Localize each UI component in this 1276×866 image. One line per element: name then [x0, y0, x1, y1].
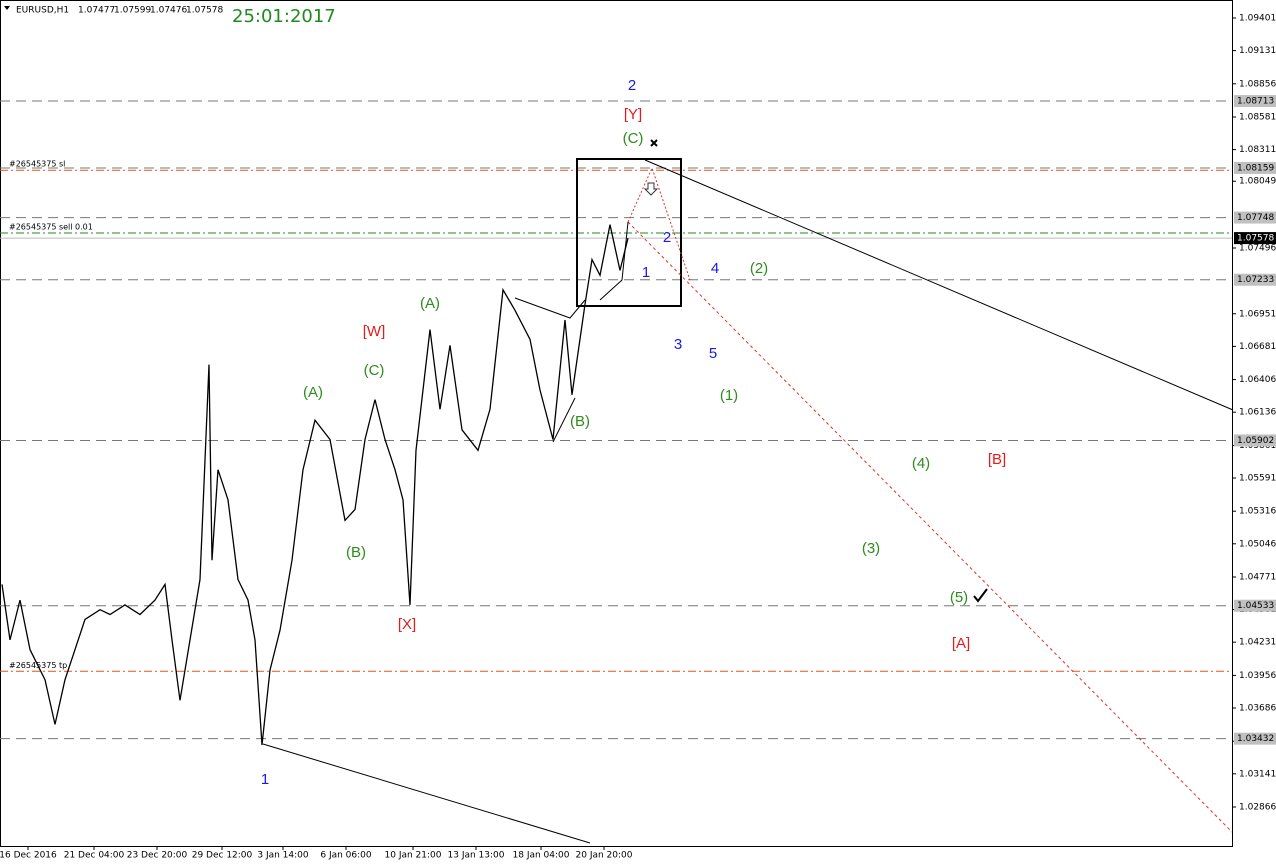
wave-label: 4	[711, 260, 719, 277]
y-tick-label: 1.03686	[1239, 703, 1276, 713]
y-tick-label: 1.03141	[1239, 769, 1276, 779]
wave-label: (2)	[750, 260, 768, 277]
price-box	[1234, 232, 1276, 245]
y-tick-label: 1.06406	[1239, 375, 1276, 385]
y-tick-label: 1.08856	[1239, 79, 1276, 89]
y-tick-label: 1.03956	[1239, 671, 1276, 681]
x-tick-label: 10 Jan 21:00	[385, 851, 442, 861]
wedge-line	[552, 397, 576, 443]
wave-label: 2	[663, 229, 671, 246]
level-label: 1.08159	[1237, 163, 1274, 173]
wave-label: (B)	[346, 544, 366, 561]
level-label: 1.03432	[1237, 734, 1274, 744]
y-tick-label: 1.09401	[1239, 13, 1276, 23]
level-box	[1234, 273, 1276, 286]
x-tick-label: 3 Jan 14:00	[257, 851, 309, 861]
price-label: 1.07578	[1237, 234, 1274, 244]
ohlc-value: 1.07578	[186, 6, 223, 16]
wave-label: [A]	[952, 635, 970, 652]
level-label: 1.05902	[1237, 436, 1274, 446]
projection	[627, 166, 691, 281]
order-label: #26545375 sell 0.01	[9, 223, 93, 232]
level-label: 1.04533	[1237, 601, 1274, 611]
x-tick-label: 13 Jan 13:00	[448, 851, 505, 861]
wave-label: [B]	[988, 451, 1006, 468]
ohlc-value: 1.07477	[78, 6, 115, 16]
x-tick-label: 6 Jan 06:00	[320, 851, 372, 861]
x-tick-label: 21 Dec 04:00	[64, 851, 125, 861]
x-tick-label: 29 Dec 12:00	[192, 851, 253, 861]
plot-frame	[0, 0, 1233, 847]
wave-label: 2	[628, 77, 636, 94]
y-tick-label: 1.08581	[1239, 112, 1276, 122]
wave-label: 5	[709, 345, 717, 362]
arrow-marker	[643, 182, 659, 196]
wave-label: [Y]	[624, 106, 642, 123]
cross-marker	[650, 139, 658, 147]
wave-label: (5)	[950, 589, 968, 606]
symbol: EURUSD,H1	[16, 6, 69, 16]
y-tick-label: 1.08049	[1239, 177, 1276, 187]
ohlc-value: 1.07476	[150, 6, 187, 16]
y-tick-label: 1.02866	[1239, 803, 1276, 813]
y-tick-label: 1.07496	[1239, 243, 1276, 253]
wedge-line	[599, 221, 629, 301]
level-box	[1234, 95, 1276, 108]
y-tick-label: 1.08311	[1239, 145, 1276, 155]
wave-label: 1	[261, 771, 269, 788]
wave-label: (A)	[420, 295, 440, 312]
trend-line	[644, 159, 1234, 411]
wave-label: [X]	[398, 616, 416, 633]
level-box	[1234, 211, 1276, 224]
wedge-line	[514, 297, 586, 319]
y-tick-label: 1.05316	[1239, 507, 1276, 517]
ohlc-value: 1.07599	[114, 6, 151, 16]
wave-label: (3)	[862, 540, 880, 557]
x-tick-label: 16 Dec 2016	[0, 851, 57, 861]
wave-label: (4)	[912, 455, 930, 472]
wave-label: (B)	[570, 413, 590, 430]
wave-label: (1)	[720, 387, 738, 404]
order-label: #26545375 sl	[9, 160, 65, 169]
layers	[0, 100, 1232, 740]
level-box	[1234, 732, 1276, 745]
y-tick-label: 1.06681	[1239, 342, 1276, 352]
y-tick-label: 1.09131	[1239, 46, 1276, 56]
wave-label: 1	[642, 264, 650, 281]
y-tick-label: 1.04771	[1239, 572, 1276, 582]
wave-label: (A)	[303, 384, 323, 401]
x-tick-label: 23 Dec 20:00	[127, 851, 188, 861]
y-tick-label: 1.05046	[1239, 539, 1276, 549]
level-box	[1234, 161, 1276, 174]
x-tick-label: 20 Jan 20:00	[576, 851, 633, 861]
y-tick-label: 1.06136	[1239, 408, 1276, 418]
level-label: 1.08713	[1237, 97, 1274, 107]
y-tick-label: 1.04231	[1239, 638, 1276, 648]
level-box	[1234, 434, 1276, 447]
level-box	[1234, 599, 1276, 612]
x-tick-label: 18 Jan 04:00	[513, 851, 570, 861]
focus-box	[576, 158, 682, 307]
check-marker	[973, 588, 988, 603]
y-tick-label: 1.06951	[1239, 309, 1276, 319]
wave-label: [W]	[363, 323, 386, 340]
date-stamp: 25:01:2017	[232, 6, 336, 27]
wave-label: (C)	[364, 362, 385, 379]
wave-label: 3	[674, 336, 682, 353]
wave-label: (C)	[623, 130, 644, 147]
level-label: 1.07748	[1237, 213, 1274, 223]
trend-line	[262, 743, 591, 844]
target-line	[627, 221, 1233, 833]
menu-arrow	[4, 6, 10, 10]
y-tick-label: 1.05591	[1239, 473, 1276, 483]
price-series	[1, 224, 629, 745]
level-label: 1.07233	[1237, 275, 1274, 285]
